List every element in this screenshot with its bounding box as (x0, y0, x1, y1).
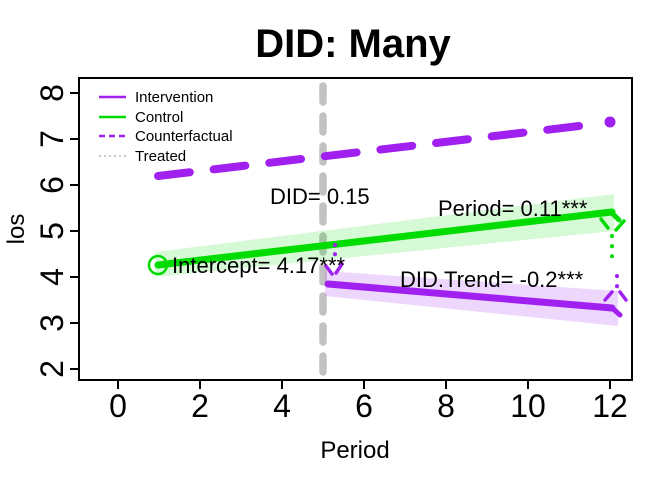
annotation-intercept: Intercept= 4.17*** (172, 253, 346, 278)
did-gap-chevron-l2 (334, 262, 344, 275)
y-tick-label: 2 (34, 360, 70, 378)
chart-title: DID: Many (255, 22, 451, 66)
annotation-did: DID= 0.15 (270, 184, 370, 209)
x-tick-label: 2 (191, 388, 209, 424)
y-tick-label: 8 (34, 84, 70, 102)
legend-label-control: Control (135, 109, 183, 126)
control-solid-line (154, 208, 616, 269)
legend-label-intervention: Intervention (135, 89, 213, 106)
counterfactual-end-dot (604, 116, 616, 128)
annotation-did-trend: DID.Trend= -0.2*** (400, 267, 584, 292)
y-tick-label: 6 (34, 176, 70, 194)
counterfactual-dashes (154, 120, 600, 180)
purple-chevron-2 (618, 290, 628, 302)
did-gap-chevron-l1 (324, 264, 334, 276)
intervention-solid-line (324, 280, 616, 312)
x-tick-label: 0 (109, 388, 127, 424)
x-tick-label: 4 (273, 388, 291, 424)
control-line (147, 208, 622, 276)
x-axis-label: Period (320, 437, 389, 464)
x-tick-label: 6 (355, 388, 373, 424)
x-axis-tick-labels: 0 2 4 6 8 10 12 (109, 388, 628, 424)
intercept-open-circle (147, 254, 169, 276)
x-tick-label: 10 (510, 388, 546, 424)
y-tick-label: 4 (34, 268, 70, 286)
legend-label-counterfactual: Counterfactual (135, 128, 233, 145)
control-arrow-hook (608, 209, 622, 223)
y-axis-tick-labels: 2 3 4 5 6 7 8 (34, 84, 70, 378)
green-chevron-1 (599, 217, 610, 230)
trend-gap-arrow-purple (603, 274, 628, 302)
purple-chevron-1 (603, 290, 614, 302)
intervention-line (324, 280, 623, 318)
axis-ticks (70, 92, 611, 389)
legend-label-treated: Treated (135, 148, 186, 165)
annotation-period: Period= 0.11*** (438, 196, 588, 221)
intervention-arrow-hook (608, 304, 623, 318)
x-tick-label: 8 (437, 388, 455, 424)
y-tick-label: 3 (34, 314, 70, 332)
y-tick-label: 5 (34, 222, 70, 240)
did-gap-arrow-left (324, 243, 344, 276)
trend-gap-arrow-green (599, 217, 626, 266)
counterfactual-line (154, 116, 616, 180)
y-axis-label: los (3, 214, 30, 245)
y-tick-label: 7 (34, 130, 70, 148)
plot-frame (78, 77, 633, 381)
green-chevron-2 (614, 219, 626, 232)
legend: Intervention Control Counterfactual Trea… (99, 89, 233, 165)
x-tick-label: 12 (592, 388, 628, 424)
